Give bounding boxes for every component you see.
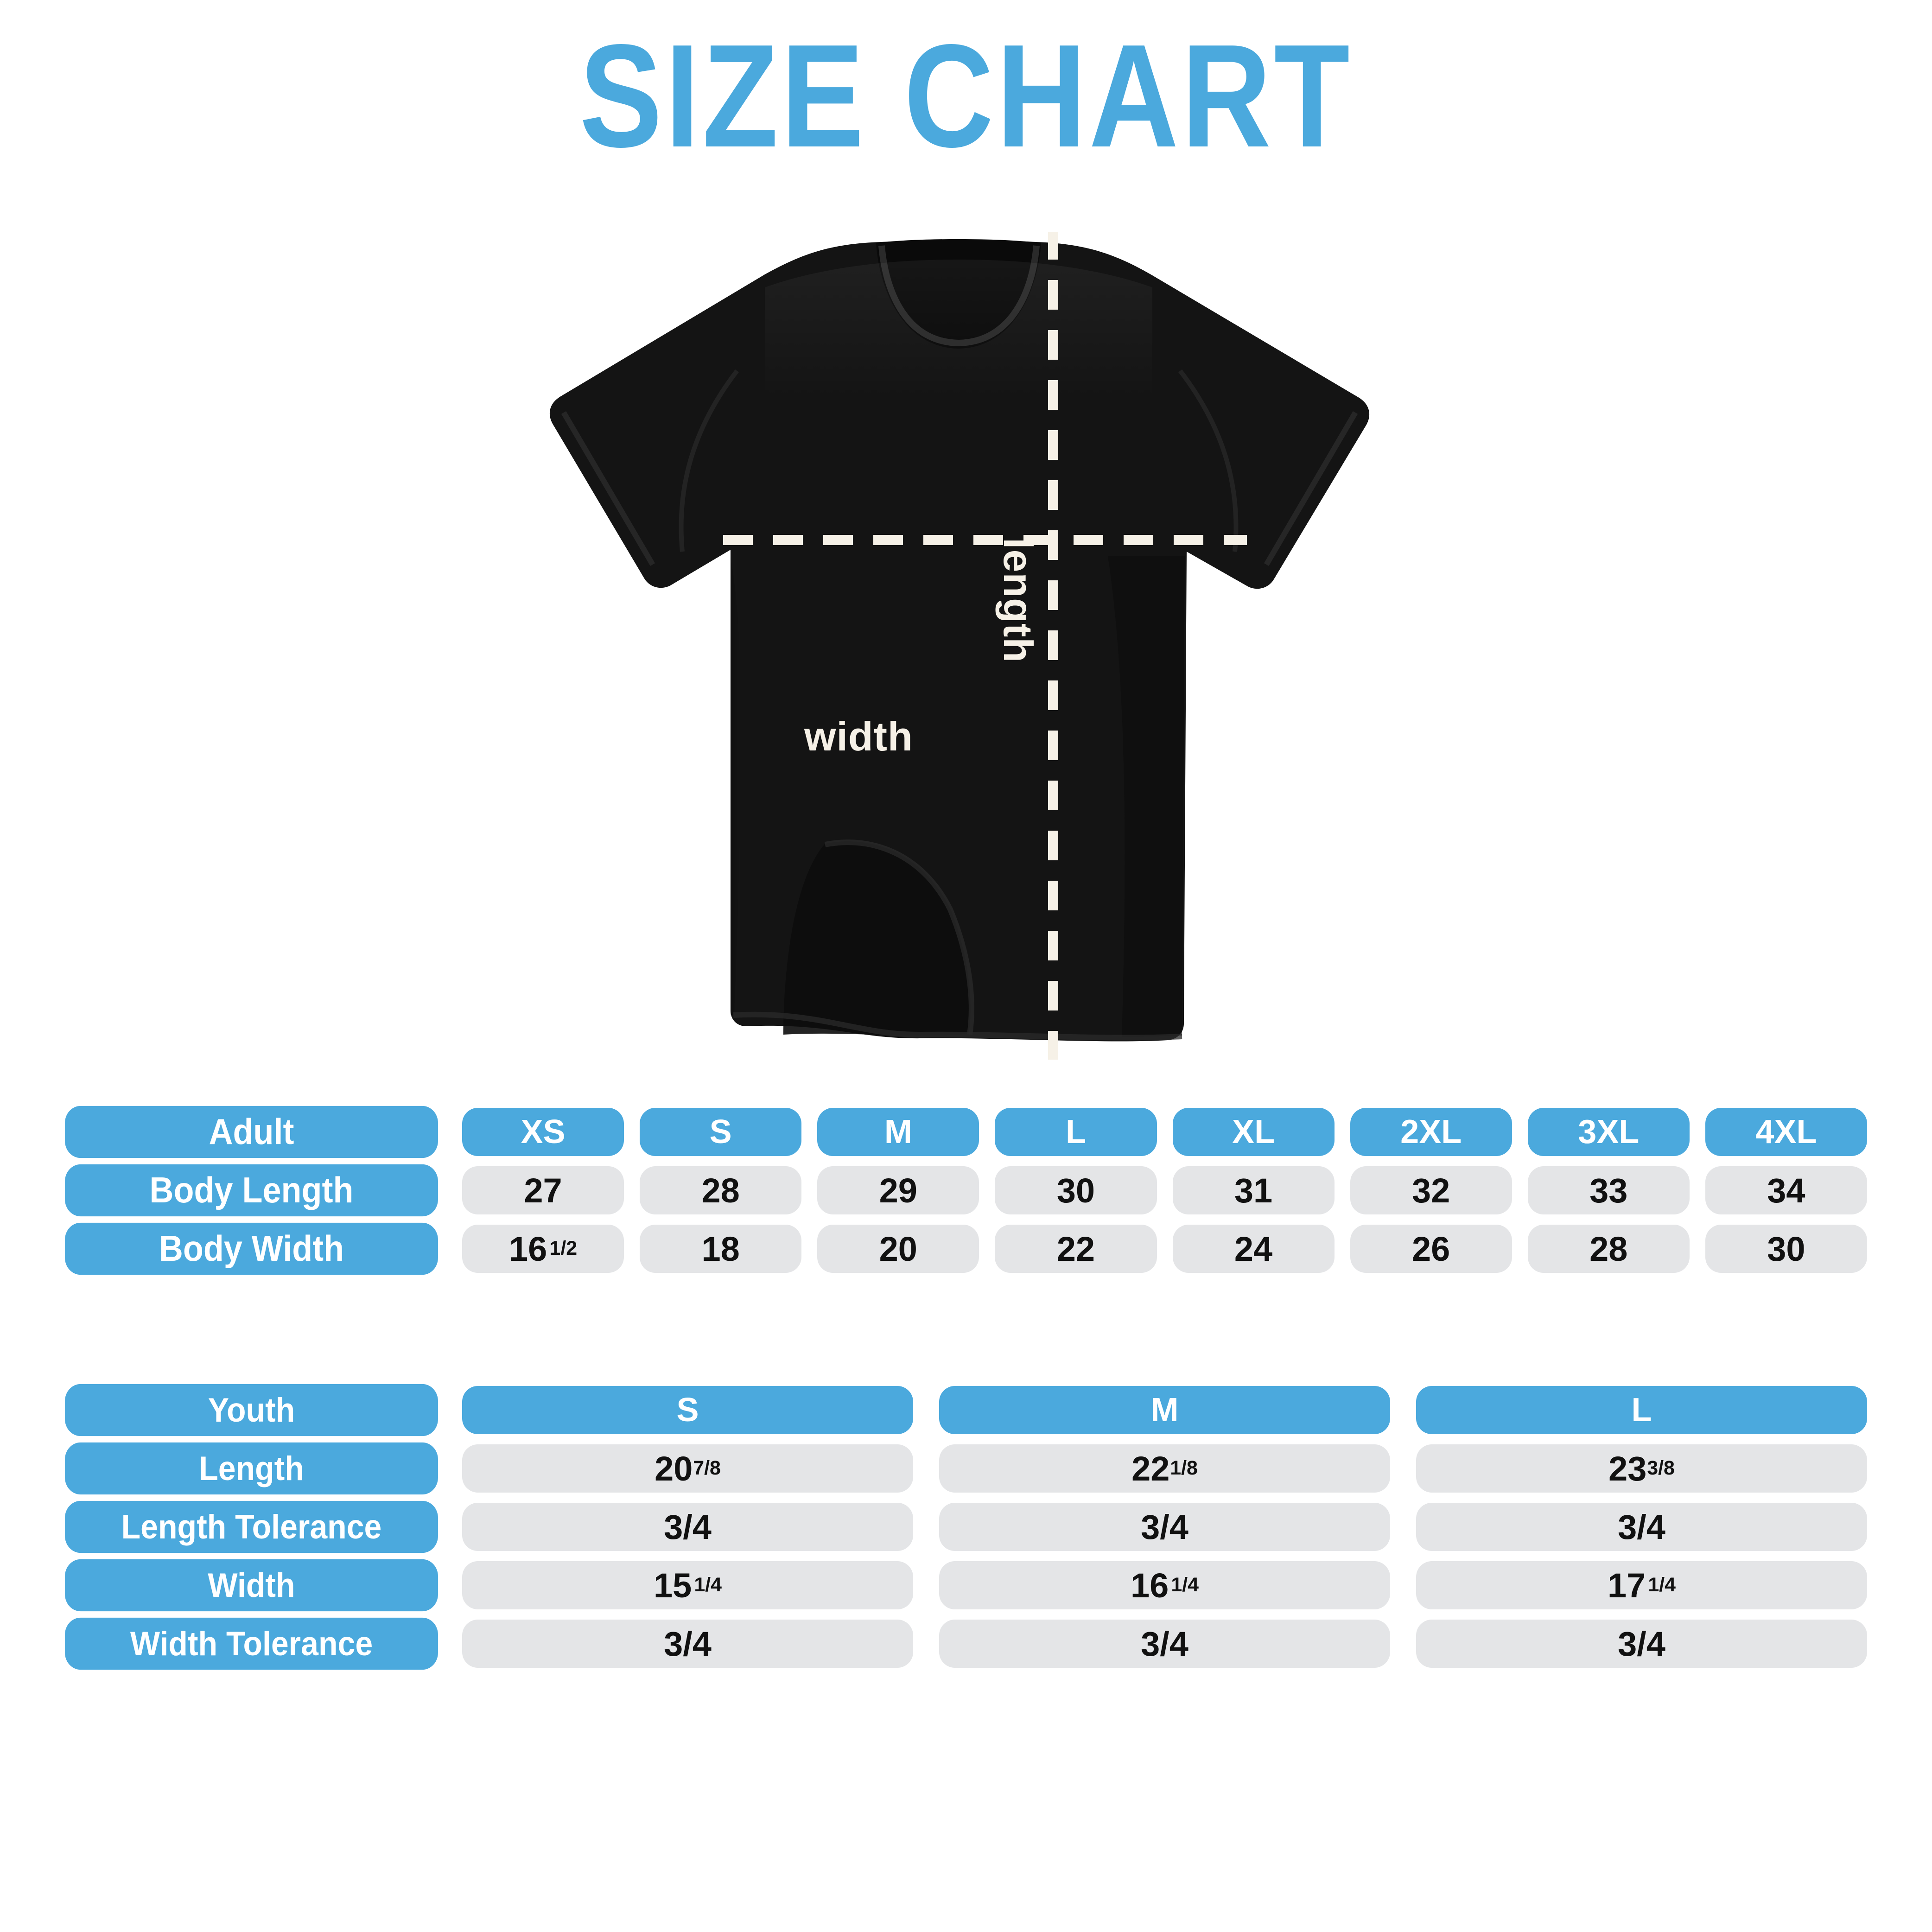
table-cell: 17 1/4 [1416,1561,1867,1609]
youth-size-s[interactable]: S [462,1386,913,1434]
table-cell: 31 [1172,1166,1335,1214]
table-cell: 34 [1705,1166,1867,1214]
table-cell: 27 [462,1166,624,1214]
table-cell: 3/4 [1416,1620,1867,1668]
table-cell: 20 [817,1225,979,1273]
table-cell: 24 [1172,1225,1335,1273]
adult-size-xs[interactable]: XS [462,1108,624,1156]
length-measure-label: length [995,538,1041,663]
adult-size-s[interactable]: S [640,1108,802,1156]
adult-size-2xl[interactable]: 2XL [1350,1108,1512,1156]
table-cell: 33 [1527,1166,1690,1214]
youth-width-label: Width [65,1559,438,1612]
youth-header-row: Youth S M L [65,1384,1867,1436]
table-cell: 28 [1527,1225,1690,1273]
adult-body-width-row: Body Width 16 1/2 18 20 22 24 26 28 30 [65,1222,1867,1275]
table-cell: 16 1/2 [462,1225,624,1273]
youth-length-label: Length [65,1442,438,1495]
adult-header-row: Adult XS S M L XL 2XL 3XL 4XL [65,1106,1867,1158]
table-cell: 3/4 [1416,1503,1867,1551]
adult-body-length-row: Body Length 27 28 29 30 31 32 33 34 [65,1164,1867,1217]
adult-size-m[interactable]: M [817,1108,979,1156]
youth-length-row: Length 20 7/8 22 1/8 23 3/8 [65,1442,1867,1495]
page-title: SIZE CHART [579,13,1353,178]
adult-body-width-label: Body Width [65,1222,438,1275]
table-cell: 15 1/4 [462,1561,913,1609]
table-cell: 30 [995,1166,1157,1214]
tshirt-right-sleeve-hem [1264,411,1358,566]
tshirt-left-sleeve-seam [679,369,739,552]
tshirt-bottom-hem [733,1011,1182,1041]
table-cell: 3/4 [462,1503,913,1551]
youth-width-tolerance-label: Width Tolerance [65,1617,438,1670]
tshirt-svg [549,232,1370,1060]
youth-length-tolerance-label: Length Tolerance [65,1500,438,1553]
youth-length-tolerance-row: Length Tolerance 3/4 3/4 3/4 [65,1500,1867,1553]
table-cell: 29 [817,1166,979,1214]
youth-width-row: Width 15 1/4 16 1/4 17 1/4 [65,1559,1867,1612]
table-cell: 3/4 [939,1620,1390,1668]
tshirt-right-sleeve-seam [1178,369,1239,552]
adult-size-l[interactable]: L [995,1108,1157,1156]
table-cell: 16 1/4 [939,1561,1390,1609]
tshirt-fold-drape [783,841,971,1036]
table-cell: 18 [640,1225,802,1273]
width-measure-label: width [804,713,913,759]
tshirt-left-sleeve-hem [561,411,655,566]
table-cell: 20 7/8 [462,1444,913,1493]
adult-size-3xl[interactable]: 3XL [1527,1108,1690,1156]
table-cell: 3/4 [939,1503,1390,1551]
youth-width-tolerance-row: Width Tolerance 3/4 3/4 3/4 [65,1617,1867,1670]
table-cell: 22 1/8 [939,1444,1390,1493]
table-cell: 23 3/8 [1416,1444,1867,1493]
youth-size-m[interactable]: M [939,1386,1390,1434]
youth-table-label: Youth [65,1384,438,1436]
table-cell: 3/4 [462,1620,913,1668]
adult-size-table: Adult XS S M L XL 2XL 3XL 4XL Body Lengt… [65,1106,1867,1283]
table-cell: 30 [1705,1225,1867,1273]
tshirt-fold-drape-edge [824,839,974,1035]
tshirt-sheen [765,260,1152,399]
youth-size-l[interactable]: L [1416,1386,1867,1434]
adult-size-4xl[interactable]: 4XL [1705,1108,1867,1156]
adult-table-label: Adult [65,1106,438,1158]
adult-size-xl[interactable]: XL [1172,1108,1335,1156]
table-cell: 26 [1350,1225,1512,1273]
table-cell: 22 [995,1225,1157,1273]
tshirt-fold-left [731,556,742,1015]
table-cell: 32 [1350,1166,1512,1214]
adult-body-length-label: Body Length [65,1164,438,1217]
youth-size-table: Youth S M L Length 20 7/8 22 1/8 23 3/8 Len… [65,1384,1867,1678]
tshirt-diagram: width length [505,232,1414,1061]
table-cell: 28 [640,1166,802,1214]
tshirt-fold-shadow-right [1108,556,1185,1037]
